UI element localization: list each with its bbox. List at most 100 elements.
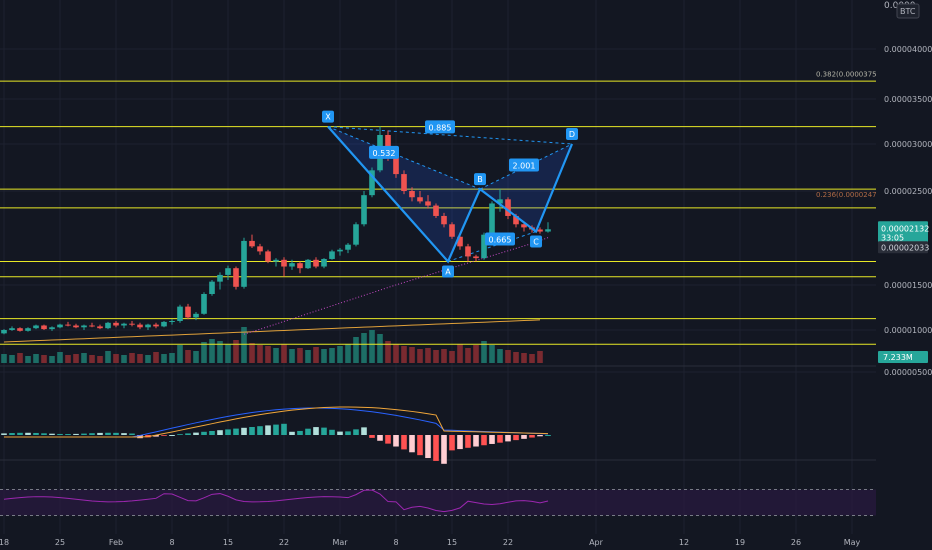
current-price-badge[interactable] [878, 221, 928, 244]
macd-histogram-bar [193, 432, 199, 435]
volume-bar [153, 352, 159, 363]
pattern-dashed-xd [327, 126, 573, 145]
time-tick: 25 [55, 538, 65, 547]
macd-histogram-bar [457, 435, 463, 450]
pattern-ratio-badge [425, 120, 455, 134]
harmonic-pattern[interactable]: X A B C D 0.532 0.885 2.001 0.665 [322, 110, 578, 278]
volume-bar [417, 349, 423, 363]
ma-line [243, 237, 549, 335]
volume-bar [177, 345, 183, 363]
price-tick: 0.00002500 [884, 187, 932, 196]
pattern-point-label: C [533, 238, 539, 247]
macd-histogram-bar [289, 431, 295, 435]
candle-body [161, 321, 167, 327]
volume-bars [1, 319, 543, 363]
macd-histogram-bar [257, 426, 263, 435]
time-tick: May [844, 538, 861, 547]
volume-bar [161, 354, 167, 363]
price-tick: 0.00003500 [884, 95, 932, 104]
candle-body [257, 246, 263, 252]
candle-body [65, 324, 71, 326]
price-tick: 0.00000500 [884, 368, 932, 377]
macd-histogram-bar [377, 435, 383, 441]
fib-label: 0.382(0.00003753) [816, 71, 884, 79]
pattern-point-badge[interactable] [322, 110, 334, 123]
candle-body [249, 240, 255, 247]
volume-bar [433, 350, 439, 363]
time-tick: Mar [332, 538, 348, 547]
macd-histogram-bar [89, 433, 95, 435]
volume-bar [41, 355, 47, 363]
currency-badge[interactable] [896, 3, 920, 19]
candle-body [489, 203, 495, 235]
macd-histogram-bar [97, 432, 103, 435]
volume-bar [105, 351, 111, 363]
volume-bar [89, 355, 95, 363]
time-tick: 22 [279, 538, 289, 547]
candle-body [513, 215, 519, 225]
candle-body [233, 268, 239, 287]
volume-ma-line [3, 319, 541, 343]
macd-histogram-bar [465, 435, 471, 448]
candle-body [401, 174, 407, 191]
volume-bar [281, 344, 287, 363]
candle-body [481, 234, 487, 259]
candle-body [1, 330, 7, 334]
time-tick: 8 [393, 538, 398, 547]
candle-body [225, 268, 231, 275]
pattern-point-label: B [477, 175, 483, 184]
volume-bar [377, 334, 383, 363]
current-price-label: 0.00002132 [881, 224, 929, 233]
candle-body [425, 201, 431, 206]
macd-histogram-bar [449, 435, 455, 451]
pattern-point-badge[interactable] [566, 128, 578, 140]
pattern-point-badge[interactable] [442, 265, 454, 278]
pattern-dashed-bd [479, 143, 573, 190]
candle-body [49, 327, 55, 330]
volume-bar [193, 351, 199, 363]
candle-body [265, 251, 271, 262]
volume-bar [513, 352, 519, 363]
macd-histogram-bar [521, 435, 527, 439]
candle-body [281, 259, 287, 267]
volume-bar [201, 342, 207, 363]
pattern-ratio-badge [509, 158, 539, 172]
candle-body [217, 274, 223, 282]
macd-histogram-bar [481, 435, 487, 446]
pattern-ratio: 2.001 [513, 162, 536, 171]
candle-body [145, 324, 151, 328]
volume-bar [457, 344, 463, 363]
moving-average [243, 237, 549, 335]
volume-bar [521, 353, 527, 363]
pattern-point-label: X [325, 113, 331, 122]
pattern-ratio-badge [485, 232, 515, 246]
candle-body [329, 251, 335, 259]
candle-body [321, 258, 327, 267]
price-tick: 0.00001000 [884, 326, 932, 335]
volume-bar [305, 350, 311, 363]
volume-bar [129, 353, 135, 363]
macd-histogram-bar [361, 427, 367, 435]
time-tick: 19 [735, 538, 745, 547]
fib-label: 0.236(0.00002471) [816, 191, 884, 199]
macd-histogram-bar [177, 434, 183, 435]
volume-bar [449, 351, 455, 363]
time-axis[interactable]: 18 25 Feb 8 15 22 Mar 8 15 22 Apr 12 19 26 May [0, 534, 932, 550]
pattern-point-badge[interactable] [474, 173, 486, 186]
pattern-ratio: 0.885 [429, 123, 452, 132]
candle-body [345, 244, 351, 250]
candle-body [465, 246, 471, 257]
volume-bar [241, 327, 247, 363]
volume-bar [505, 350, 511, 363]
macd-histogram-bar [185, 433, 191, 435]
macd-histogram-bar [281, 423, 287, 435]
pattern-point-label: A [445, 267, 451, 276]
candle-body [417, 197, 423, 202]
price-axis[interactable]: 0.0000 BTC 0.000040000.000035000.0000300… [876, 0, 932, 534]
macd-histogram-bar [217, 430, 223, 435]
volume-bar [265, 346, 271, 363]
pattern-point-badge[interactable] [530, 235, 542, 248]
pattern-ratio: 0.665 [489, 236, 512, 245]
